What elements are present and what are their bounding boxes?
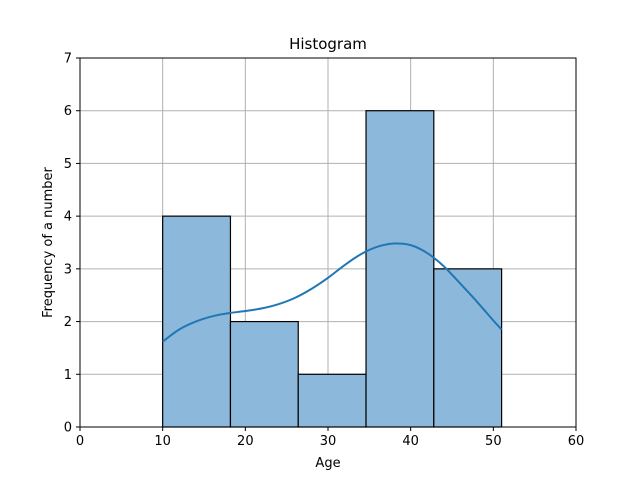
y-tick-label: 4 xyxy=(64,210,72,225)
histogram-bars xyxy=(162,110,503,428)
x-tick-label: 30 xyxy=(320,434,337,449)
histogram-bar-2 xyxy=(229,320,299,428)
y-tick-label: 5 xyxy=(64,157,72,172)
x-tick-label: 0 xyxy=(76,434,84,449)
x-tick-label: 10 xyxy=(154,434,171,449)
axis-ticks: 0 10 20 30 40 50 60 0 1 2 3 4 5 6 7 xyxy=(64,52,585,450)
x-tick-label: 60 xyxy=(568,434,585,449)
x-axis-label: Age xyxy=(315,456,340,471)
x-tick-label: 20 xyxy=(237,434,254,449)
y-tick-label: 3 xyxy=(64,262,72,277)
x-tick-label: 40 xyxy=(402,434,419,449)
kde-curve xyxy=(162,242,503,343)
y-tick-label: 2 xyxy=(64,315,72,330)
histogram-bar-5 xyxy=(433,268,503,428)
y-tick-label: 1 xyxy=(64,368,72,383)
y-tick-label: 0 xyxy=(64,421,72,436)
histogram-bar-4 xyxy=(365,110,435,428)
x-tick-label: 50 xyxy=(485,434,502,449)
y-tick-label: 6 xyxy=(64,104,72,119)
kde-curve-layer xyxy=(162,242,503,343)
histogram-bar-3 xyxy=(297,373,367,428)
y-tick-label: 7 xyxy=(64,52,72,67)
chart-title: Histogram xyxy=(289,35,367,53)
y-axis-label: Frequency of a number xyxy=(41,166,56,317)
